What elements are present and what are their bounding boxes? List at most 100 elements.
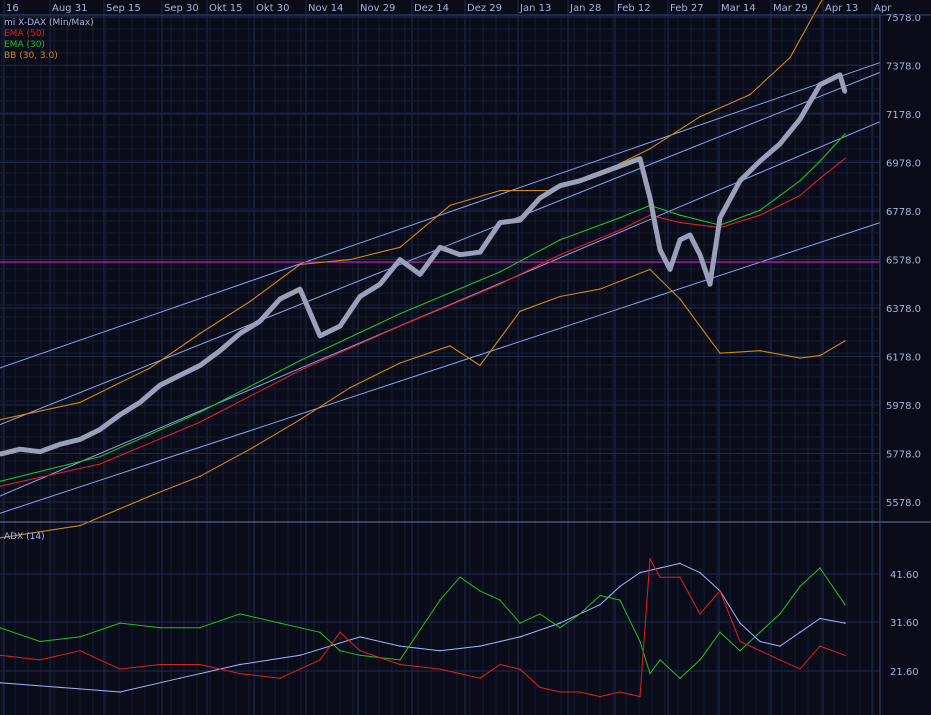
data-point-di_plus [519, 622, 521, 624]
data-point-adx [519, 636, 521, 638]
data-point-price [118, 413, 122, 417]
data-point-price [843, 90, 847, 94]
data-point-price [418, 272, 422, 276]
data-point-di_plus [719, 631, 721, 633]
legend-entry: BB (30, 3.0) [4, 51, 58, 61]
data-point-bollinger [479, 364, 481, 367]
data-point-di_minus [699, 613, 701, 615]
y-tick-label: 5578.0 [886, 498, 921, 509]
y-tick-label: 6778.0 [886, 207, 921, 218]
data-point-ema30 [399, 313, 401, 315]
data-point-di_minus [439, 668, 441, 670]
data-point-price [18, 447, 22, 451]
data-point-price [698, 253, 702, 257]
data-point-adx [799, 631, 801, 633]
y-tick-label: 6378.0 [886, 304, 921, 315]
data-point-ema30 [799, 180, 801, 182]
data-point-bollinger [819, 2, 821, 5]
data-point-di_minus [39, 659, 41, 661]
data-point-bollinger [719, 352, 721, 354]
x-tick-label: Feb 27 [670, 3, 704, 14]
data-point-price [178, 373, 182, 377]
series-line-bollinger [0, 268, 846, 539]
data-point-bollinger [449, 345, 451, 347]
data-point-bollinger [79, 524, 81, 527]
data-point-di_minus [539, 686, 541, 689]
data-point-adx [479, 645, 481, 647]
data-point-di_plus [479, 590, 481, 592]
data-point-bollinger [79, 401, 81, 404]
data-point-adx [699, 571, 701, 574]
data-point-price [198, 363, 202, 368]
data-point-price [78, 437, 82, 441]
x-tick-label: Mar 29 [773, 3, 808, 14]
data-point-adx [619, 585, 621, 588]
data-point-di_minus [639, 695, 641, 698]
data-point-adx [299, 654, 301, 656]
data-point-di_minus [319, 659, 321, 661]
data-point-price [638, 156, 642, 161]
data-point-price [298, 287, 302, 291]
data-point-price [378, 282, 382, 286]
data-point-adx [559, 622, 561, 624]
data-point-di_minus [679, 576, 681, 578]
data-point-di_plus [819, 567, 821, 569]
data-point-price [708, 282, 712, 286]
x-tick-label: Mar 14 [721, 3, 756, 14]
data-point-bollinger [599, 288, 601, 290]
data-point-adx [119, 691, 121, 693]
adx-y-tick-label: 41.60 [890, 570, 919, 581]
data-point-di_plus [649, 672, 651, 675]
data-point-di_minus [519, 668, 521, 670]
data-point-price [688, 233, 692, 237]
data-point-di_plus [639, 640, 641, 643]
y-tick-label: 5978.0 [886, 401, 921, 412]
data-point-di_plus [39, 640, 41, 643]
data-point-ema50 [559, 253, 561, 256]
data-point-price [538, 196, 542, 200]
data-point-di_minus [844, 654, 846, 656]
data-point-bollinger [499, 189, 501, 192]
data-point-di_minus [359, 649, 361, 652]
x-tick-label: 16 [6, 3, 19, 14]
data-point-bollinger [649, 148, 651, 150]
series-line-bollinger [0, 0, 823, 421]
data-point-bollinger [759, 350, 761, 352]
data-point-di_plus [0, 627, 1, 629]
data-point-bollinger [649, 268, 651, 271]
data-point-di_plus [499, 599, 501, 601]
data-point-adx [639, 571, 641, 574]
trendline [0, 62, 881, 369]
data-point-ema50 [844, 157, 846, 160]
data-point-adx [759, 640, 761, 643]
data-point-di_minus [199, 663, 201, 666]
data-point-di_plus [679, 677, 681, 679]
data-point-bollinger [199, 475, 201, 478]
data-point-ema30 [619, 217, 621, 219]
series-line-price [0, 72, 848, 457]
data-point-price [358, 294, 362, 299]
data-point-price [758, 159, 762, 163]
data-point-ema30 [819, 160, 821, 162]
data-point-price [778, 142, 782, 146]
data-point-adx [779, 645, 781, 647]
data-point-bollinger [0, 537, 1, 539]
data-point-price [818, 83, 822, 87]
data-point-adx [844, 622, 846, 624]
data-point-adx [59, 686, 61, 689]
legend-entry: mi X-DAX (Min/Max) [4, 18, 94, 28]
data-point-bollinger [844, 340, 846, 342]
data-point-price [138, 400, 142, 405]
data-point-di_plus [559, 627, 561, 629]
data-point-di_plus [79, 636, 81, 638]
data-point-bollinger [449, 204, 451, 207]
data-point-price [518, 218, 522, 222]
data-point-bollinger [349, 258, 351, 261]
data-point-ema30 [679, 214, 681, 216]
data-point-price [158, 383, 162, 387]
data-point-bollinger [559, 295, 561, 298]
trendline [0, 222, 881, 514]
data-point-bollinger [399, 362, 401, 364]
data-point-adx [399, 645, 401, 647]
series-line-di_plus [0, 567, 846, 679]
